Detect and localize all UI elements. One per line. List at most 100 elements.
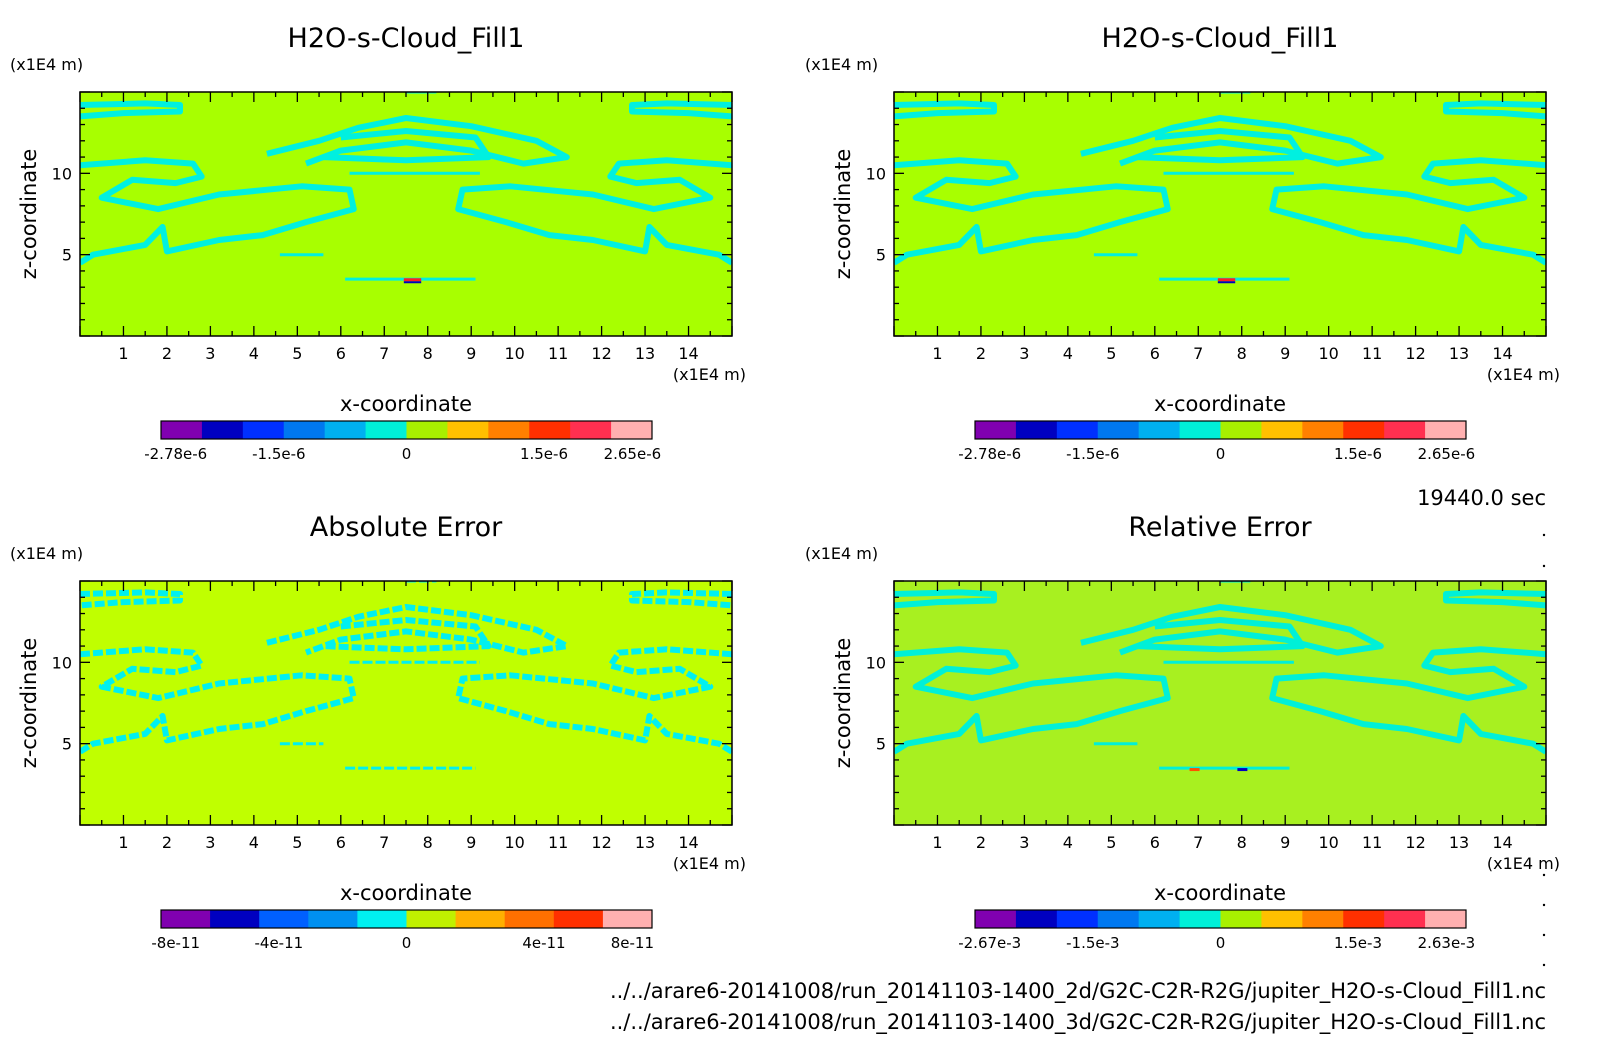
colorbar-segment bbox=[1302, 910, 1344, 928]
x-tick-label: 8 bbox=[423, 833, 433, 852]
panel-top-right: H2O-s-Cloud_Fill1 (x1E4 m) 1 2 3 4 5 6 7 8 9 10 11… bbox=[805, 23, 1560, 463]
extremum-marker bbox=[1237, 768, 1248, 772]
margin-dots bbox=[1542, 533, 1546, 967]
y-tick-label: 10 bbox=[866, 653, 886, 672]
colorbar-segment bbox=[1015, 421, 1058, 439]
x-tick-labels: 1 2 3 4 5 6 7 8 9 10 11 12 13 14 bbox=[118, 344, 698, 363]
colorbar-label: -2.67e-3 bbox=[958, 934, 1021, 952]
x-tick-label: 9 bbox=[466, 833, 476, 852]
colorbar-segment bbox=[1384, 421, 1426, 439]
colorbar-segment bbox=[406, 421, 448, 439]
colorbar-segment bbox=[1425, 910, 1467, 928]
x-tick-label: 6 bbox=[1150, 344, 1160, 363]
colorbar-label: -1.5e-6 bbox=[1066, 445, 1119, 463]
colorbar-segment bbox=[161, 421, 203, 439]
x-tick-label: 3 bbox=[205, 344, 215, 363]
x-tick-label: 12 bbox=[591, 833, 611, 852]
cloud-features bbox=[894, 581, 1546, 772]
x-tick-label: 5 bbox=[292, 344, 302, 363]
y-unit-label: (x1E4 m) bbox=[805, 55, 878, 74]
colorbar-label: -1.5e-6 bbox=[252, 445, 305, 463]
colorbar-segment bbox=[161, 910, 211, 928]
colorbar-label: 2.63e-3 bbox=[1418, 934, 1476, 952]
colorbar-label: -1.5e-3 bbox=[1066, 934, 1119, 952]
panel-title: H2O-s-Cloud_Fill1 bbox=[288, 23, 525, 54]
cloud-contour bbox=[80, 157, 357, 266]
colorbar-segment bbox=[1015, 910, 1058, 928]
colorbar-label: 1.5e-6 bbox=[520, 445, 568, 463]
x-tick-label: 8 bbox=[1237, 344, 1247, 363]
cloud-contour bbox=[323, 617, 492, 653]
y-tick-label: 5 bbox=[876, 246, 886, 265]
x-tick-label: 14 bbox=[1492, 344, 1512, 363]
y-axis-label: z-coordinate bbox=[17, 638, 41, 769]
extremum-marker bbox=[403, 281, 422, 284]
colorbar-label: 0 bbox=[402, 934, 412, 952]
colorbar-segment bbox=[504, 910, 555, 928]
x-tick-label: 11 bbox=[1362, 833, 1382, 852]
file-path-2d: ../../arare6-20141008/run_20141103-1400_… bbox=[610, 979, 1546, 1004]
colorbar: -2.67e-3 -1.5e-3 0 1.5e-3 2.63e-3 bbox=[958, 909, 1476, 952]
x-tick-label: 7 bbox=[379, 344, 389, 363]
cloud-contour bbox=[894, 157, 1171, 266]
cloud-contour bbox=[455, 646, 732, 755]
colorbar-label: 0 bbox=[1216, 934, 1226, 952]
colorbar-segment bbox=[602, 910, 653, 928]
cloud-contour bbox=[1137, 128, 1306, 164]
colorbar-segment bbox=[553, 910, 604, 928]
cloud-contour bbox=[894, 589, 997, 609]
colorbar-frame bbox=[160, 909, 653, 929]
x-tick-label: 9 bbox=[1280, 833, 1290, 852]
cloud-contour bbox=[80, 646, 357, 755]
x-tick-label: 10 bbox=[1318, 833, 1338, 852]
colorbar-segment bbox=[455, 910, 506, 928]
cloud-contour bbox=[629, 589, 732, 609]
x-tick-label: 5 bbox=[1106, 344, 1116, 363]
colorbar-segment bbox=[283, 421, 326, 439]
y-tick-label: 10 bbox=[52, 164, 72, 183]
colorbar-label: -2.78e-6 bbox=[958, 445, 1021, 463]
colorbar-segment bbox=[259, 910, 309, 928]
colorbar-segment bbox=[1220, 421, 1262, 439]
x-tick-label: 9 bbox=[466, 344, 476, 363]
colorbar-frame bbox=[160, 420, 653, 440]
cloud-contour bbox=[266, 604, 570, 656]
extremum-marker bbox=[1217, 281, 1236, 284]
colorbar: -2.78e-6 -1.5e-6 0 1.5e-6 2.65e-6 bbox=[144, 420, 662, 463]
x-tick-label: 14 bbox=[678, 833, 698, 852]
x-unit-label: (x1E4 m) bbox=[1487, 365, 1560, 384]
colorbar-label: 2.65e-6 bbox=[604, 445, 662, 463]
x-tick-label: 14 bbox=[678, 344, 698, 363]
x-tick-label: 13 bbox=[1449, 833, 1469, 852]
x-axis-label: x-coordinate bbox=[1154, 881, 1286, 905]
colorbar-segment bbox=[1384, 910, 1426, 928]
colorbar: -2.78e-6 -1.5e-6 0 1.5e-6 2.65e-6 bbox=[958, 420, 1475, 463]
colorbar-segment bbox=[242, 421, 285, 439]
colorbar-segment bbox=[1425, 421, 1467, 439]
cloud-contour bbox=[894, 100, 997, 120]
y-tick-label: 5 bbox=[62, 735, 72, 754]
x-axis-label: x-coordinate bbox=[340, 881, 472, 905]
colorbar-segment bbox=[365, 421, 407, 439]
x-tick-label: 6 bbox=[336, 833, 346, 852]
colorbar-frame bbox=[974, 909, 1467, 929]
x-tick-label: 10 bbox=[1318, 344, 1338, 363]
colorbar-segment bbox=[1220, 910, 1262, 928]
x-axis-label: x-coordinate bbox=[340, 392, 472, 416]
extremum-marker bbox=[1189, 768, 1200, 772]
y-tick-labels: 5 10 bbox=[866, 653, 886, 753]
x-tick-label: 6 bbox=[336, 344, 346, 363]
x-tick-label: 8 bbox=[423, 344, 433, 363]
colorbar-segment bbox=[1138, 421, 1181, 439]
colorbar-label: 8e-11 bbox=[611, 934, 654, 952]
x-tick-label: 5 bbox=[292, 833, 302, 852]
y-tick-label: 10 bbox=[52, 653, 72, 672]
colorbar-segment bbox=[201, 421, 244, 439]
y-tick-label: 5 bbox=[62, 246, 72, 265]
colorbar: -8e-11 -4e-11 0 4e-11 8e-11 bbox=[151, 909, 654, 952]
colorbar-segment bbox=[1056, 910, 1099, 928]
cloud-contour bbox=[1269, 157, 1546, 266]
cloud-contour bbox=[1269, 646, 1546, 755]
x-tick-label: 14 bbox=[1492, 833, 1512, 852]
colorbar-label: -2.78e-6 bbox=[144, 445, 207, 463]
